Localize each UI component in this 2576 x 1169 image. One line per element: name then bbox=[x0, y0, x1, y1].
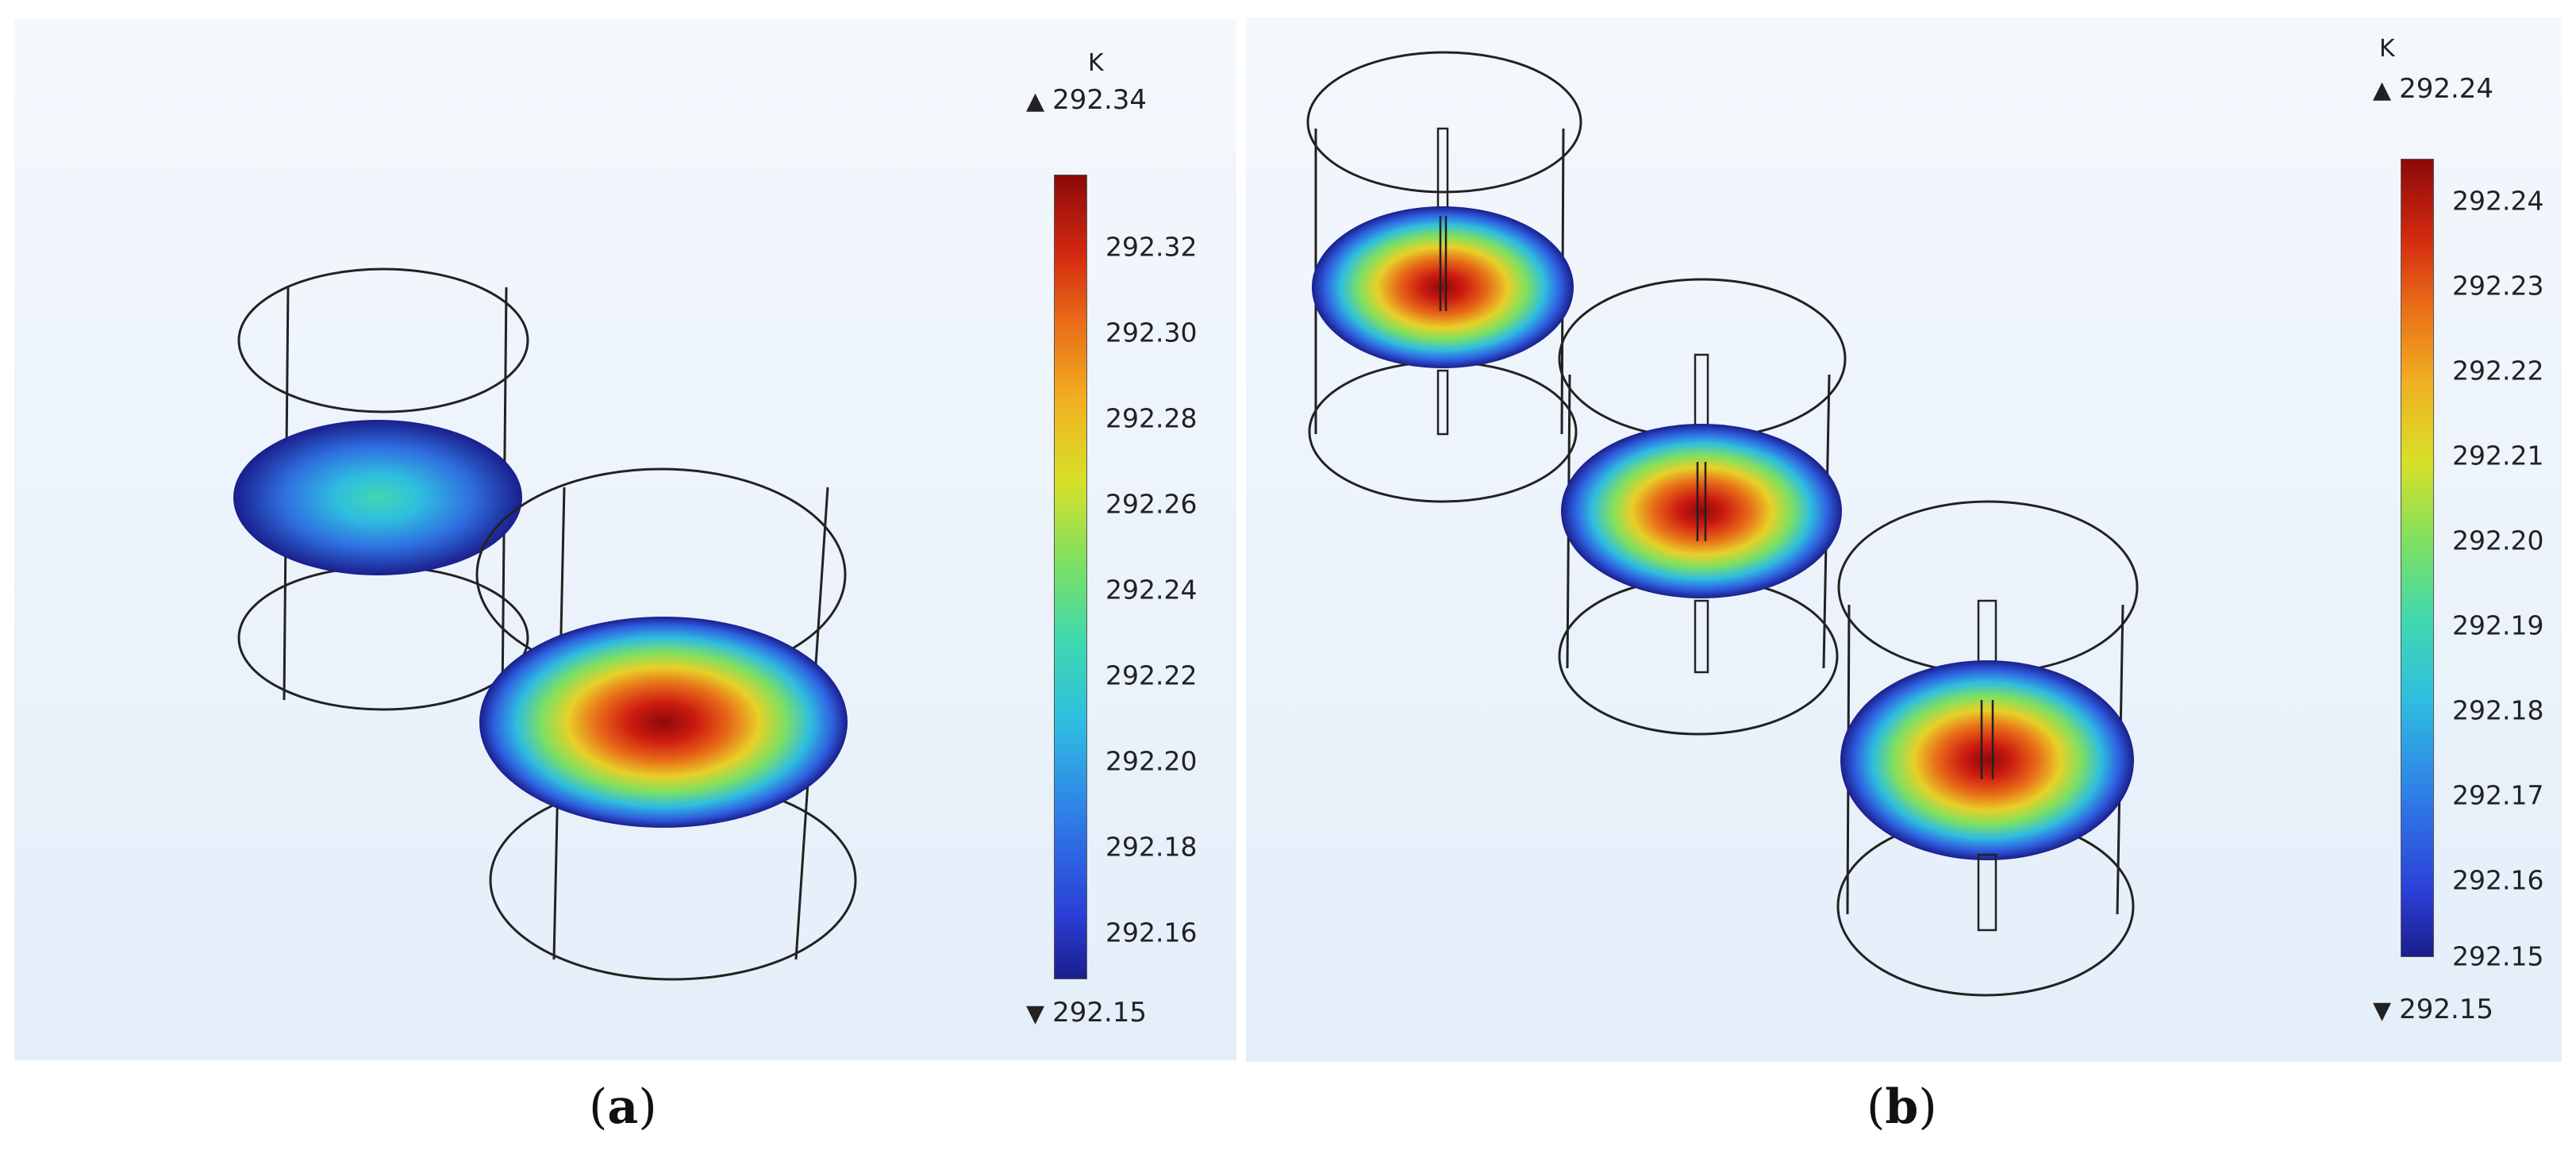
caption-paren-open: ( bbox=[1867, 1079, 1886, 1135]
triangle-up-icon: ▲ bbox=[2373, 76, 2392, 104]
panel-a-background bbox=[14, 19, 1236, 1060]
tick-label: 292.21 bbox=[2452, 440, 2544, 471]
colorbar bbox=[1054, 175, 1087, 979]
tick-label: 292.20 bbox=[2452, 525, 2544, 556]
rod-b3-lower bbox=[1977, 853, 1997, 932]
temperature-disk-b2 bbox=[1561, 424, 1842, 598]
triangle-down-icon: ▼ bbox=[1026, 1000, 1045, 1028]
tick-label: 292.24 bbox=[2452, 185, 2544, 217]
colorbar-unit: K bbox=[1088, 49, 1104, 77]
caption-paren-close: ) bbox=[1918, 1079, 1937, 1135]
min-value: 292.15 bbox=[2399, 994, 2494, 1025]
caption-b: (b) bbox=[1867, 1079, 1937, 1135]
caption-letter: a bbox=[607, 1079, 639, 1135]
colorbar bbox=[2401, 159, 2434, 957]
temperature-disk-a2 bbox=[479, 617, 848, 828]
tick-label: 292.32 bbox=[1105, 231, 1198, 263]
tick-label: 292.28 bbox=[1105, 402, 1198, 434]
colorbar-min-label: ▼ 292.15 bbox=[1026, 997, 1147, 1029]
tick-label: 292.26 bbox=[1105, 488, 1198, 520]
colorbar-unit: K bbox=[2379, 35, 2395, 63]
panel-a: K ▲ 292.34 292.32 292.30 292.28 292.26 29… bbox=[14, 19, 1236, 1060]
max-value: 292.24 bbox=[2399, 73, 2494, 105]
panel-a-scene bbox=[14, 19, 1236, 1060]
tick-label: 292.18 bbox=[1105, 831, 1198, 863]
tick-label: 292.20 bbox=[1105, 745, 1198, 777]
caption-letter: b bbox=[1885, 1079, 1919, 1135]
temperature-disk-b3 bbox=[1840, 660, 2134, 860]
tick-label: 292.17 bbox=[2452, 779, 2544, 811]
caption-paren-close: ) bbox=[638, 1079, 657, 1135]
rod-b1-lower bbox=[1436, 369, 1449, 436]
tick-label: 292.16 bbox=[1105, 917, 1198, 948]
tick-label: 292.24 bbox=[1105, 574, 1198, 606]
panel-b-background bbox=[1246, 17, 2562, 1062]
caption-a: (a) bbox=[589, 1079, 657, 1135]
triangle-up-icon: ▲ bbox=[1026, 87, 1045, 115]
panel-b-scene bbox=[1246, 17, 2562, 1062]
colorbar-max-label: ▲ 292.24 bbox=[2373, 73, 2493, 105]
max-value: 292.34 bbox=[1052, 84, 1148, 116]
colorbar-max-label: ▲ 292.34 bbox=[1026, 84, 1147, 116]
colorbar-min-label: ▼ 292.15 bbox=[2373, 994, 2493, 1025]
tick-label: 292.22 bbox=[2452, 355, 2544, 386]
min-value: 292.15 bbox=[1052, 997, 1148, 1029]
tick-label: 292.23 bbox=[2452, 270, 2544, 302]
tick-label: 292.18 bbox=[2452, 694, 2544, 726]
tick-label: 292.16 bbox=[2452, 864, 2544, 896]
tick-label: 292.22 bbox=[1105, 659, 1198, 691]
panel-b: K ▲ 292.24 292.24 292.23 292.22 292.21 29… bbox=[1246, 17, 2562, 1062]
caption-paren-open: ( bbox=[589, 1079, 608, 1135]
temperature-disk-b1 bbox=[1312, 206, 1574, 368]
tick-label: 292.30 bbox=[1105, 317, 1198, 348]
temperature-disk-a1 bbox=[233, 420, 522, 575]
rod-b2-lower bbox=[1694, 599, 1709, 674]
triangle-down-icon: ▼ bbox=[2373, 997, 2392, 1025]
tick-label: 292.19 bbox=[2452, 609, 2544, 641]
tick-label: 292.15 bbox=[2452, 940, 2544, 972]
